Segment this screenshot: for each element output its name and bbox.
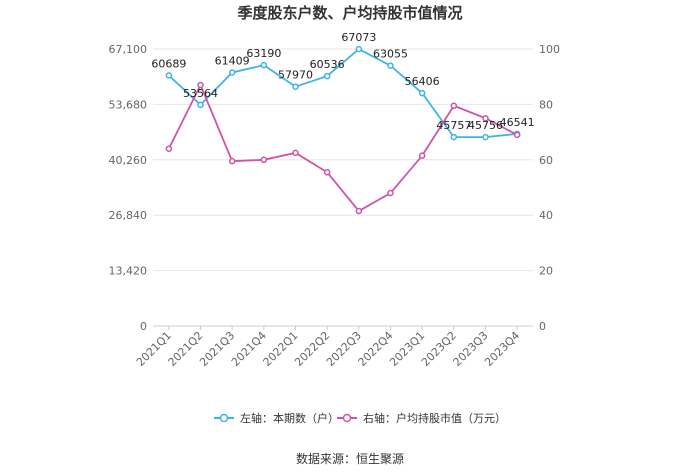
right-axis: 0 20 40 60 80 100 [539, 43, 560, 333]
series-1-point [482, 133, 489, 141]
left-tick-label: 0 [140, 320, 147, 333]
right-tick-label: 60 [539, 154, 553, 167]
data-label: 56406 [405, 75, 440, 88]
legend-label-2: 右轴：户均持股市值（万元） [363, 411, 506, 425]
data-label: 60536 [310, 58, 345, 71]
left-axis: 0 13,420 26,840 40,260 53,680 67,100 [109, 43, 148, 333]
left-tick-label: 13,420 [109, 265, 148, 278]
series-2-point [197, 81, 204, 89]
data-label: 53564 [183, 87, 218, 100]
series-1-point [355, 45, 363, 53]
chart-title: 季度股东户数、户均持股市值情况 [237, 4, 462, 22]
series-layer [165, 45, 521, 215]
series-1-point [228, 69, 236, 76]
legend-swatch-marker [219, 413, 229, 423]
data-label: 67073 [341, 31, 376, 44]
right-tick-label: 100 [539, 43, 560, 56]
grid [153, 48, 533, 327]
x-tick-label: 2023Q4 [482, 329, 522, 369]
series-2-point [482, 115, 489, 122]
right-tick-label: 0 [539, 320, 546, 333]
series-2-point [355, 207, 363, 215]
left-tick-label: 26,840 [109, 209, 148, 222]
x-axis: 2021Q12021Q22021Q32021Q42022Q12022Q22022… [134, 326, 522, 369]
series-2-point [165, 145, 173, 152]
series-1-point [165, 72, 173, 79]
legend-label-1: 左轴：本期数（户） [240, 411, 339, 425]
series-line-2 [168, 82, 518, 213]
series-2-point [387, 189, 394, 197]
data-label: 45756 [468, 119, 503, 132]
series-line-1 [168, 48, 518, 139]
right-tick-label: 20 [539, 265, 553, 278]
series-2-point [418, 152, 426, 159]
data-label: 63055 [373, 48, 408, 61]
source-note: 数据来源：恒生聚源 [296, 451, 404, 466]
series-2-point [450, 102, 458, 110]
series-1-point [418, 89, 426, 97]
series-2-point [513, 131, 521, 139]
series-2-point [323, 169, 331, 176]
data-label: 45757 [436, 119, 471, 132]
series-1-point [323, 72, 331, 80]
right-tick-label: 80 [539, 98, 553, 111]
data-label: 63190 [246, 47, 281, 60]
data-label: 57970 [278, 69, 313, 82]
legend-swatch-marker [342, 413, 352, 423]
series-1-point [292, 83, 299, 90]
data-label: 61409 [215, 54, 250, 67]
series-2-point [228, 157, 236, 165]
series-1-point [197, 101, 204, 109]
data-label: 60689 [151, 57, 186, 70]
series-1-point [260, 61, 268, 69]
legend: 左轴：本期数（户） 右轴：户均持股市值（万元） [214, 411, 506, 425]
series-1-point [450, 133, 458, 141]
data-label: 46541 [500, 116, 535, 129]
series-1-point [387, 62, 394, 69]
left-tick-label: 67,100 [109, 43, 148, 56]
left-tick-label: 53,680 [109, 98, 148, 111]
series-2-point [292, 149, 299, 157]
left-tick-label: 40,260 [109, 154, 148, 167]
series-2-point [260, 156, 268, 164]
right-tick-label: 40 [539, 209, 553, 222]
